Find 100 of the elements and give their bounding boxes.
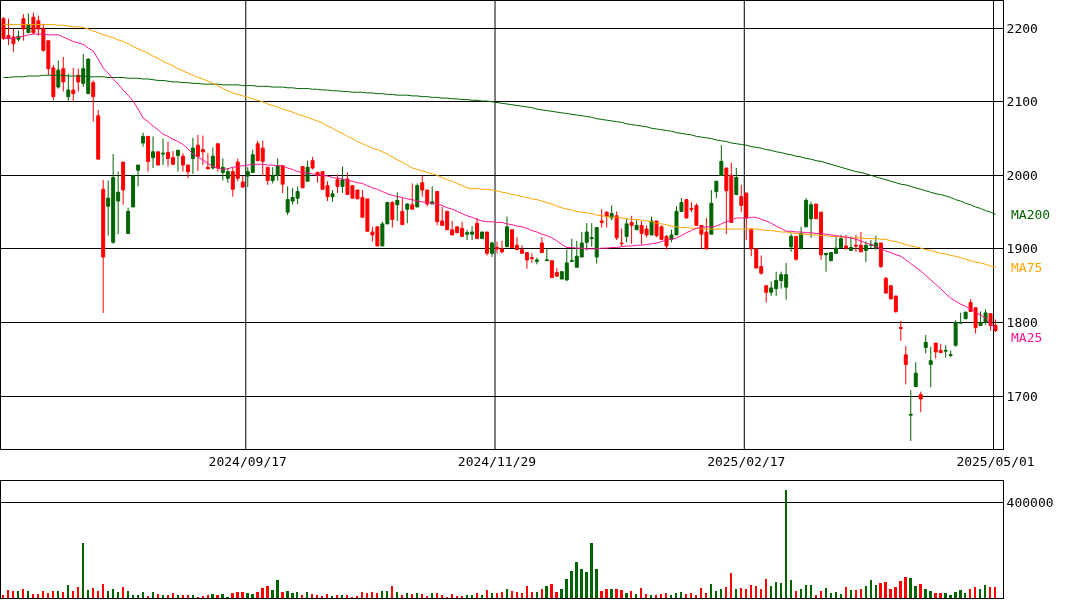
bar	[231, 593, 234, 598]
candlestick	[544, 247, 549, 262]
bar	[655, 595, 657, 598]
bar	[221, 594, 224, 598]
bar	[815, 595, 817, 598]
candlestick	[490, 241, 495, 258]
candlestick	[564, 249, 569, 282]
bar	[536, 592, 538, 598]
candlestick	[505, 216, 509, 248]
bar	[745, 589, 747, 598]
candlestick	[205, 152, 210, 170]
bar	[152, 592, 154, 598]
bar	[899, 581, 902, 598]
candlestick	[415, 182, 420, 208]
candlestick	[604, 210, 609, 229]
bar	[326, 594, 328, 598]
candlestick	[624, 218, 629, 243]
bar	[47, 593, 49, 598]
bar	[914, 586, 917, 598]
candlestick	[858, 231, 863, 253]
bar	[720, 589, 722, 598]
candlestick	[71, 67, 76, 103]
bar	[506, 589, 508, 598]
bar	[865, 586, 867, 598]
candlestick	[913, 361, 918, 387]
bar	[137, 595, 139, 598]
bar	[760, 589, 762, 598]
bar	[501, 592, 503, 598]
series-label: MA25	[1011, 330, 1043, 345]
candlestick	[614, 210, 619, 241]
candlestick	[215, 143, 220, 173]
bar	[521, 593, 523, 598]
bar	[72, 591, 74, 598]
x-tick-label: 2025/02/17	[707, 453, 786, 469]
bar	[645, 594, 647, 598]
bar	[889, 589, 892, 598]
bar	[32, 594, 34, 598]
bar	[167, 595, 169, 598]
candlestick	[878, 242, 883, 269]
y-tick-label: 2100	[1006, 94, 1038, 110]
bar	[22, 589, 24, 598]
bar	[471, 595, 473, 598]
bar	[52, 591, 54, 598]
candlestick	[240, 175, 245, 188]
candlestick	[898, 320, 903, 342]
bar	[62, 592, 64, 598]
bar	[969, 589, 971, 598]
bar	[770, 586, 772, 598]
bar	[740, 588, 742, 598]
candlestick	[928, 346, 933, 388]
bar	[924, 589, 927, 598]
bar	[421, 594, 423, 598]
bar	[142, 592, 144, 598]
bar	[944, 593, 947, 598]
candlestick	[539, 236, 544, 254]
bar	[77, 587, 79, 598]
candlestick	[534, 257, 539, 265]
bar	[311, 594, 313, 598]
candlestick	[794, 235, 799, 262]
bar	[2, 595, 4, 598]
bar	[97, 591, 99, 598]
candlestick	[903, 345, 908, 385]
bar	[182, 595, 184, 598]
bar	[710, 584, 712, 598]
bar	[625, 593, 628, 598]
candlestick	[151, 135, 156, 169]
bar	[585, 572, 588, 598]
candlestick	[300, 166, 305, 189]
y-tick-label: 2000	[1006, 167, 1038, 183]
candlestick	[465, 229, 470, 241]
bar	[336, 595, 338, 598]
bar	[511, 591, 513, 598]
bar	[870, 580, 872, 598]
bar	[216, 595, 219, 598]
bar	[855, 590, 857, 598]
bar	[555, 592, 558, 598]
candlestick	[629, 215, 634, 245]
bar	[800, 589, 802, 598]
bar	[107, 591, 109, 598]
bar	[67, 585, 69, 598]
bar	[695, 595, 697, 598]
candlestick	[405, 202, 410, 224]
bar	[82, 543, 84, 598]
bar	[984, 585, 986, 598]
y-tick-label: 1700	[1006, 388, 1038, 404]
bar	[979, 589, 981, 598]
bar	[261, 588, 264, 598]
bar	[466, 595, 468, 598]
series-label: MA75	[1011, 260, 1043, 275]
bar	[266, 586, 269, 598]
bar	[306, 592, 308, 598]
candlestick	[175, 149, 180, 173]
bar	[481, 595, 483, 598]
bar	[341, 595, 343, 598]
candlestick	[101, 179, 106, 314]
bar	[765, 579, 767, 598]
bar	[989, 587, 991, 598]
candlestick	[400, 197, 405, 226]
candlestick	[131, 174, 136, 208]
y-tick-label: 400000	[1006, 495, 1054, 511]
